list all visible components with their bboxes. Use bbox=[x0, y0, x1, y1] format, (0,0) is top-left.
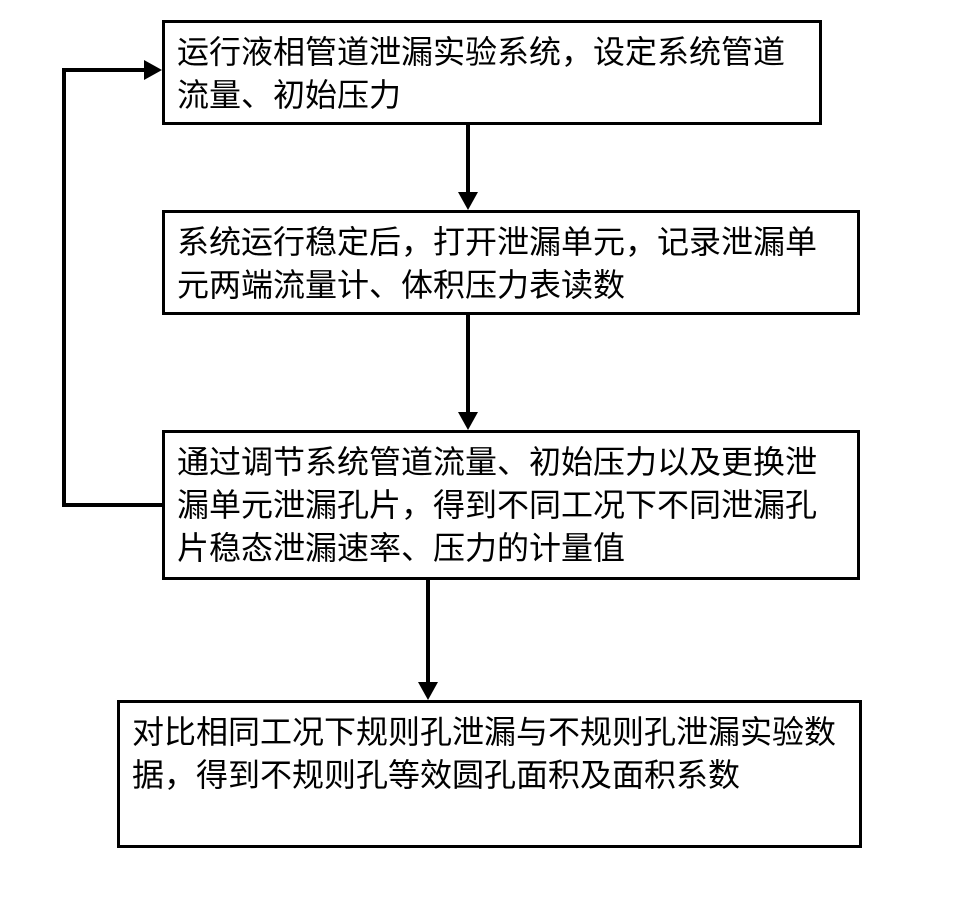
arrow-1-to-2-line bbox=[466, 125, 470, 192]
feedback-arrow-h1 bbox=[62, 503, 162, 507]
arrow-2-to-3-line bbox=[466, 315, 470, 412]
feedback-arrow-head bbox=[144, 60, 162, 80]
flowchart-node-2: 系统运行稳定后，打开泄漏单元，记录泄漏单元两端流量计、体积压力表读数 bbox=[162, 210, 860, 315]
flowchart-node-4: 对比相同工况下规则孔泄漏与不规则孔泄漏实验数据，得到不规则孔等效圆孔面积及面积系… bbox=[117, 700, 862, 848]
flowchart-container: 运行液相管道泄漏实验系统，设定系统管道流量、初始压力 系统运行稳定后，打开泄漏单… bbox=[0, 0, 966, 901]
flowchart-node-2-text: 系统运行稳定后，打开泄漏单元，记录泄漏单元两端流量计、体积压力表读数 bbox=[177, 221, 845, 307]
arrow-3-to-4-line bbox=[426, 580, 430, 682]
feedback-arrow-v bbox=[62, 68, 66, 507]
flowchart-node-1-text: 运行液相管道泄漏实验系统，设定系统管道流量、初始压力 bbox=[177, 31, 807, 117]
flowchart-node-4-text: 对比相同工况下规则孔泄漏与不规则孔泄漏实验数据，得到不规则孔等效圆孔面积及面积系… bbox=[132, 711, 847, 797]
arrow-2-to-3-head bbox=[458, 412, 478, 430]
arrow-1-to-2-head bbox=[458, 192, 478, 210]
flowchart-node-3-text: 通过调节系统管道流量、初始压力以及更换泄漏单元泄漏孔片，得到不同工况下不同泄漏孔… bbox=[177, 441, 845, 571]
flowchart-node-1: 运行液相管道泄漏实验系统，设定系统管道流量、初始压力 bbox=[162, 20, 822, 125]
feedback-arrow-h2 bbox=[62, 68, 144, 72]
flowchart-node-3: 通过调节系统管道流量、初始压力以及更换泄漏单元泄漏孔片，得到不同工况下不同泄漏孔… bbox=[162, 430, 860, 580]
arrow-3-to-4-head bbox=[418, 682, 438, 700]
